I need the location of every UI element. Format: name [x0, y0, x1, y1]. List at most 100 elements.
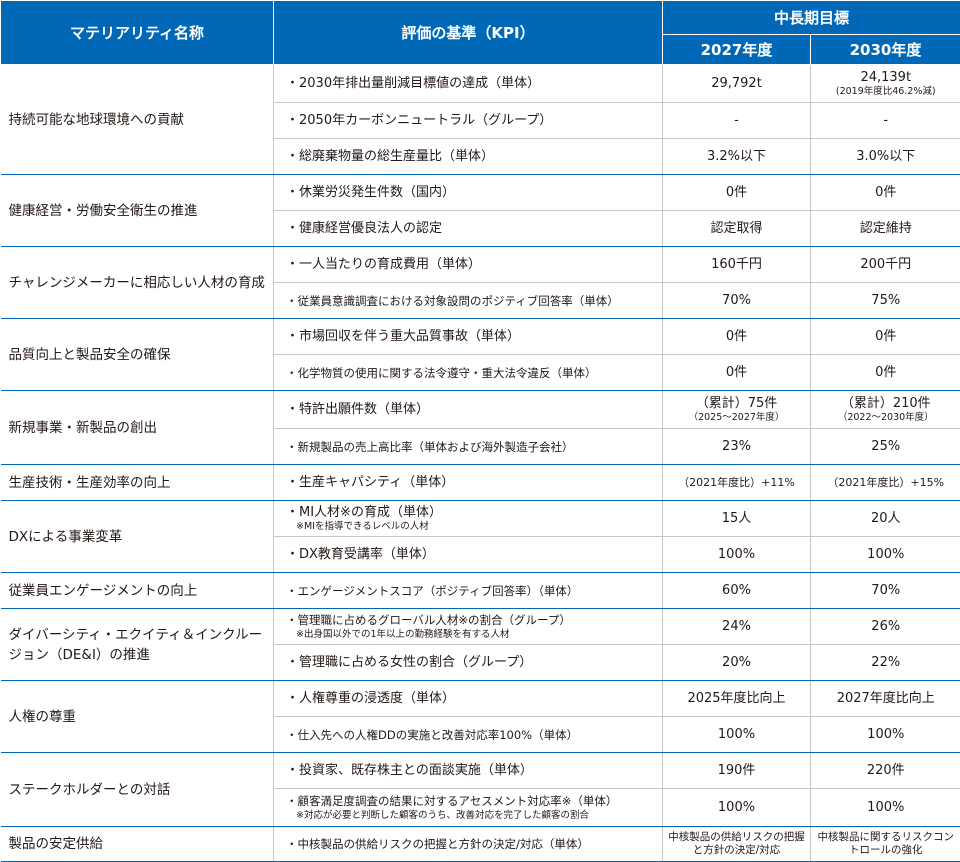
materiality-name: ダイバーシティ・エクイティ＆インクルージョン（DE&I）の推進: [1, 609, 274, 681]
table-row: 品質向上と製品安全の確保 ・市場回収を伴う重大品質事故（単体） 0件 0件: [1, 319, 960, 355]
target-2027: 中核製品の供給リスクの把握と方針の決定/対応: [663, 827, 811, 862]
table-row: 製品の安定供給 ・中核製品の供給リスクの把握と方針の決定/対応（単体） 中核製品…: [1, 827, 960, 862]
table-row: 新規事業・新製品の創出 ・特許出願件数（単体） （累計）75件（2025～202…: [1, 391, 960, 429]
target-2027: 0件: [663, 319, 811, 355]
kpi-cell: ・人権尊重の浸透度（単体）: [274, 681, 663, 717]
table-row: 従業員エンゲージメントの向上 ・エンゲージメントスコア（ポジティブ回答率）（単体…: [1, 573, 960, 609]
table-row: 人権の尊重 ・人権尊重の浸透度（単体） 2025年度比向上 2027年度比向上: [1, 681, 960, 717]
target-2027: 70%: [663, 283, 811, 319]
target-2030: 100%: [811, 537, 960, 573]
materiality-name: 従業員エンゲージメントの向上: [1, 573, 274, 609]
target-2027: 24%: [663, 609, 811, 645]
target-2027: 3.2%以下: [663, 139, 811, 175]
target-2030: （累計）210件（2022～2030年度）: [811, 391, 960, 429]
header-materiality: マテリアリティ名称: [1, 1, 274, 65]
header-kpi: 評価の基準（KPI）: [274, 1, 663, 65]
target-2030: 100%: [811, 789, 960, 827]
table-row: チャレンジメーカーに相応しい人材の育成 ・一人当たりの育成費用（単体） 160千…: [1, 247, 960, 283]
target-2027: 認定取得: [663, 211, 811, 247]
kpi-cell: ・管理職に占める女性の割合（グループ）: [274, 645, 663, 681]
target-2030: 220件: [811, 753, 960, 789]
materiality-name: 新規事業・新製品の創出: [1, 391, 274, 465]
kpi-cell: ・市場回収を伴う重大品質事故（単体）: [274, 319, 663, 355]
target-2027: （累計）75件（2025～2027年度）: [663, 391, 811, 429]
target-2027: 100%: [663, 537, 811, 573]
materiality-name: 品質向上と製品安全の確保: [1, 319, 274, 391]
target-2030: 0件: [811, 319, 960, 355]
kpi-cell: ・総廃棄物量の総生産量比（単体）: [274, 139, 663, 175]
materiality-name: 持続可能な地球環境への貢献: [1, 65, 274, 175]
target-2027: （2021年度比）+11%: [663, 465, 811, 501]
table-row: ダイバーシティ・エクイティ＆インクルージョン（DE&I）の推進 ・管理職に占める…: [1, 609, 960, 645]
target-2030: -: [811, 103, 960, 139]
target-2030: 200千円: [811, 247, 960, 283]
target-2027: 100%: [663, 717, 811, 753]
kpi-cell: ・従業員意識調査における対象設問のポジティブ回答率（単体）: [274, 283, 663, 319]
target-2030: 70%: [811, 573, 960, 609]
kpi-cell: ・生産キャパシティ（単体）: [274, 465, 663, 501]
target-note: （2022～2030年度）: [814, 412, 958, 423]
target-2027: 190件: [663, 753, 811, 789]
target-2030: 20人: [811, 501, 960, 537]
target-2027: 0件: [663, 355, 811, 391]
target-2027: 0件: [663, 175, 811, 211]
materiality-name: 人権の尊重: [1, 681, 274, 753]
target-note: （2025～2027年度）: [666, 412, 807, 423]
kpi-cell: ・2030年排出量削減目標値の達成（単体）: [274, 65, 663, 103]
kpi-cell: ・化学物質の使用に関する法令遵守・重大法令違反（単体）: [274, 355, 663, 391]
table-row: ステークホルダーとの対話 ・投資家、既存株主との面談実施（単体） 190件 22…: [1, 753, 960, 789]
target-note: (2019年度比46.2%減): [814, 86, 958, 97]
kpi-cell: ・管理職に占めるグローバル人材※の割合（グループ）※出身国以外での1年以上の勤務…: [274, 609, 663, 645]
kpi-cell: ・休業労災発生件数（国内）: [274, 175, 663, 211]
materiality-name: 健康経営・労働安全衛生の推進: [1, 175, 274, 247]
target-2027: -: [663, 103, 811, 139]
target-2027: 60%: [663, 573, 811, 609]
target-2027: 100%: [663, 789, 811, 827]
target-2027: 29,792t: [663, 65, 811, 103]
kpi-cell: ・顧客満足度調査の結果に対するアセスメント対応率※（単体）※対応が必要と判断した…: [274, 789, 663, 827]
kpi-note: ※MIを指導できるレベルの人材: [286, 521, 656, 532]
target-2027: 2025年度比向上: [663, 681, 811, 717]
kpi-note: ※対応が必要と判断した顧客のうち、改善対応を完了した顧客の割合: [286, 810, 656, 821]
kpi-cell: ・中核製品の供給リスクの把握と方針の決定/対応（単体）: [274, 827, 663, 862]
target-2027: 160千円: [663, 247, 811, 283]
kpi-cell: ・新規製品の売上高比率（単体および海外製造子会社）: [274, 429, 663, 465]
target-2030: 25%: [811, 429, 960, 465]
kpi-cell: ・DX教育受講率（単体）: [274, 537, 663, 573]
materiality-name: DXによる事業変革: [1, 501, 274, 573]
header-2030: 2030年度: [811, 35, 960, 65]
kpi-cell: ・仕入先への人権DDの実施と改善対応率100%（単体）: [274, 717, 663, 753]
kpi-cell: ・投資家、既存株主との面談実施（単体）: [274, 753, 663, 789]
header-2027: 2027年度: [663, 35, 811, 65]
target-2030: 22%: [811, 645, 960, 681]
kpi-cell: ・MI人材※の育成（単体）※MIを指導できるレベルの人材: [274, 501, 663, 537]
target-2030: 2027年度比向上: [811, 681, 960, 717]
target-2030: 0件: [811, 355, 960, 391]
target-2030: 0件: [811, 175, 960, 211]
kpi-cell: ・特許出願件数（単体）: [274, 391, 663, 429]
target-2030: 26%: [811, 609, 960, 645]
kpi-cell: ・健康経営優良法人の認定: [274, 211, 663, 247]
table-row: DXによる事業変革 ・MI人材※の育成（単体）※MIを指導できるレベルの人材 1…: [1, 501, 960, 537]
materiality-name: ステークホルダーとの対話: [1, 753, 274, 827]
target-2030: 100%: [811, 717, 960, 753]
target-2030: 3.0%以下: [811, 139, 960, 175]
kpi-cell: ・2050年カーボンニュートラル（グループ）: [274, 103, 663, 139]
target-2030: 中核製品に関するリスクコントロールの強化: [811, 827, 960, 862]
target-2030: 認定維持: [811, 211, 960, 247]
target-2030: 75%: [811, 283, 960, 319]
materiality-name: チャレンジメーカーに相応しい人材の育成: [1, 247, 274, 319]
target-2030: （2021年度比）+15%: [811, 465, 960, 501]
materiality-name: 生産技術・生産効率の向上: [1, 465, 274, 501]
target-2027: 20%: [663, 645, 811, 681]
table-row: 健康経営・労働安全衛生の推進 ・休業労災発生件数（国内） 0件 0件: [1, 175, 960, 211]
materiality-name: 製品の安定供給: [1, 827, 274, 862]
kpi-cell: ・一人当たりの育成費用（単体）: [274, 247, 663, 283]
table-row: 生産技術・生産効率の向上 ・生産キャパシティ（単体） （2021年度比）+11%…: [1, 465, 960, 501]
kpi-note: ※出身国以外での1年以上の勤務経験を有する人材: [286, 629, 656, 640]
target-2030: 24,139t(2019年度比46.2%減): [811, 65, 960, 103]
target-2027: 23%: [663, 429, 811, 465]
header-target: 中長期目標: [663, 1, 960, 35]
table-row: 持続可能な地球環境への貢献 ・2030年排出量削減目標値の達成（単体） 29,7…: [1, 65, 960, 103]
